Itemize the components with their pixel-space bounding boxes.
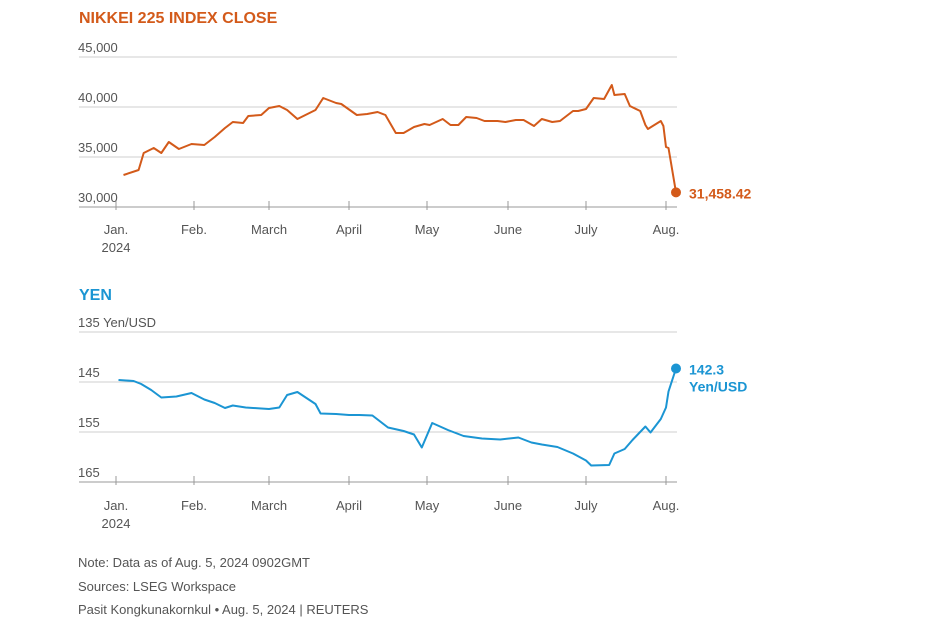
note-text: Note: Data as of Aug. 5, 2024 0902GMT	[78, 555, 310, 570]
credit-text: Pasit Kongkunakornkul • Aug. 5, 2024 | R…	[78, 602, 369, 617]
end-value-label: 31,458.42	[689, 185, 751, 201]
series-line	[118, 368, 677, 467]
x-tick-label: July	[574, 498, 598, 513]
end-point	[671, 363, 681, 374]
x-tick-label: Jan.	[104, 222, 129, 237]
end-point	[671, 187, 681, 198]
x-tick-label: July	[574, 222, 598, 237]
x-tick-label: June	[494, 498, 522, 513]
y-tick-label: 135 Yen/USD	[78, 315, 156, 330]
x-tick-label: Feb.	[181, 498, 207, 513]
y-tick-label: 40,000	[78, 90, 118, 105]
x-tick-label: Feb.	[181, 222, 207, 237]
x-tick-label: May	[415, 498, 440, 513]
x-tick-label: March	[251, 222, 287, 237]
year-label: 2024	[102, 516, 131, 531]
series-line	[123, 84, 677, 193]
y-tick-label: 155	[78, 415, 100, 430]
end-value-label: 142.3	[689, 362, 724, 378]
x-tick-label: April	[336, 498, 362, 513]
x-tick-label: Aug.	[653, 222, 680, 237]
sources-text: Sources: LSEG Workspace	[78, 579, 236, 594]
y-tick-label: 35,000	[78, 140, 118, 155]
x-tick-label: Aug.	[653, 498, 680, 513]
y-tick-label: 165	[78, 465, 100, 480]
chart-title: YEN	[79, 287, 112, 304]
x-tick-label: June	[494, 222, 522, 237]
y-tick-label: 30,000	[78, 190, 118, 205]
x-tick-label: April	[336, 222, 362, 237]
y-tick-label: 145	[78, 365, 100, 380]
chart-title: NIKKEI 225 INDEX CLOSE	[79, 10, 278, 27]
end-value-label: Yen/USD	[689, 379, 747, 395]
x-tick-label: May	[415, 222, 440, 237]
x-tick-label: Jan.	[104, 498, 129, 513]
year-label: 2024	[102, 240, 131, 255]
x-tick-label: March	[251, 498, 287, 513]
y-tick-label: 45,000	[78, 40, 118, 55]
